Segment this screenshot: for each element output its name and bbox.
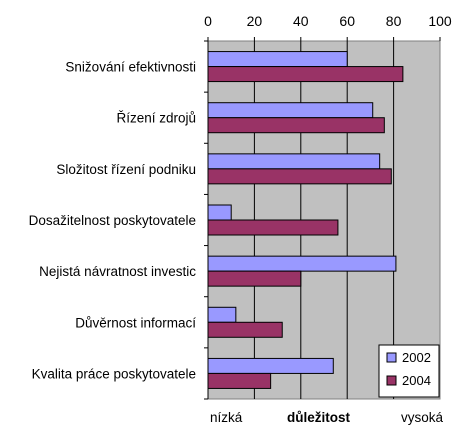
bar-2004-6 [207,321,283,338]
legend-swatch-2002 [386,352,397,363]
bar-2004-2 [207,117,385,134]
legend-label-2002: 2002 [402,350,431,365]
category-axis [204,40,209,400]
x-tick-label-0: 0 [204,13,212,29]
category-label-6: Důvěrnost informací [75,315,196,330]
legend: 2002 2004 [378,344,440,398]
category-label-5: Nejistá návratnost investic [39,264,196,279]
bar-2002-7 [207,357,334,374]
bar-2004-1 [207,66,404,83]
x-tick-label-20: 20 [247,13,263,29]
category-label-2: Řízení zdrojů [116,111,196,126]
category-label-1: Snižování efektivnosti [65,60,196,75]
axis-note-high: vysoká [401,410,444,425]
bar-2004-7 [207,372,272,389]
bar-2002-6 [207,306,237,323]
axis-note-low: nízká [210,410,243,425]
bar-2004-4 [207,219,339,236]
bar-2002-2 [207,102,374,119]
category-label-7: Kvalita práce poskytovatele [32,366,196,381]
bar-2002-1 [207,51,348,68]
bar-2002-3 [207,153,381,170]
bar-2004-3 [207,168,392,185]
legend-label-2004: 2004 [402,373,431,388]
bar-2002-4 [207,204,232,221]
x-tick-label-60: 60 [339,13,355,29]
value-axis-ticks: 0 20 40 60 80 100 [204,13,452,41]
bar-2002-5 [207,255,397,272]
axis-title: důležitost [287,410,351,425]
category-labels: Snižování efektivnosti Řízení zdrojů Složi… [29,60,197,382]
legend-swatch-2004 [386,375,397,386]
category-label-4: Dosažitelnost poskytovatele [29,213,196,228]
x-tick-label-100: 100 [428,13,452,29]
category-label-3: Složitost řízení podniku [56,162,196,177]
x-tick-label-40: 40 [293,13,309,29]
bars [207,51,404,389]
bar-2004-5 [207,270,302,287]
x-tick-label-80: 80 [386,13,402,29]
